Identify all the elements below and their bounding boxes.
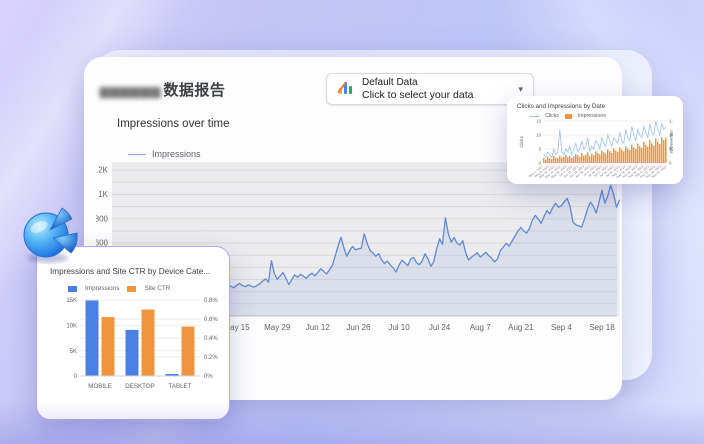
svg-text:Jun 26: Jun 26 (346, 323, 371, 332)
main-chart-legend[interactable]: Impressions (128, 149, 201, 159)
svg-text:DESKTOP: DESKTOP (125, 383, 154, 390)
legend-label: Impressions (152, 149, 201, 159)
svg-text:0.2%: 0.2% (204, 355, 218, 361)
svg-text:10K: 10K (66, 324, 77, 330)
data-source-icon (337, 79, 354, 99)
svg-text:Jul 24: Jul 24 (429, 323, 451, 332)
device-card-legend: Impressions Site CTR (68, 285, 216, 292)
svg-text:1K: 1K (98, 190, 108, 199)
page-title: ▆▆▆▆▆▆数据报告 (100, 79, 225, 100)
selector-labels: Default Data Click to select your data (362, 77, 510, 102)
data-source-selector[interactable]: Default Data Click to select your data ▾ (326, 73, 534, 105)
device-card-title: Impressions and Site CTR by Device Cate.… (50, 267, 216, 276)
svg-text:Jun 12: Jun 12 (306, 323, 331, 332)
clicks-by-date-chart[interactable]: 05101505001K1.5KClicksImpressionsMay 1, … (517, 119, 673, 186)
chevron-down-icon: ▾ (518, 84, 523, 95)
svg-text:0.6%: 0.6% (204, 317, 218, 323)
svg-text:5: 5 (539, 147, 542, 152)
svg-text:800: 800 (96, 214, 109, 223)
svg-text:0: 0 (74, 374, 78, 380)
selector-secondary-label: Click to select your data (362, 89, 473, 102)
svg-text:Sep 18: Sep 18 (589, 323, 615, 332)
clicks-impressions-card[interactable]: Clicks and Impressions by Date Clicks Im… (507, 96, 683, 184)
clicks-card-title: Clicks and Impressions by Date (517, 103, 673, 110)
svg-text:15: 15 (536, 119, 541, 124)
svg-text:Aug 7: Aug 7 (470, 323, 491, 332)
report-title-text: 数据报告 (163, 82, 225, 99)
device-category-chart[interactable]: 0% 0.2% 0.4% 0.6% 0.8% 0 5K 10K 15K MOBILE DESKTOP… (50, 296, 216, 401)
svg-text:TABLET: TABLET (169, 383, 192, 390)
svg-text:5K: 5K (70, 349, 77, 355)
device-ctr-card[interactable]: Impressions and Site CTR by Device Cate.… (36, 246, 230, 420)
legend-line-swatch (128, 154, 146, 155)
svg-text:0%: 0% (204, 374, 213, 380)
redacted-title-text: ▆▆▆▆▆▆ (100, 84, 161, 98)
selector-primary-label: Default Data (362, 77, 418, 89)
svg-text:10: 10 (536, 133, 541, 138)
pie-chart-icon (18, 200, 82, 266)
svg-text:Clicks: Clicks (519, 136, 524, 147)
svg-text:May 29: May 29 (264, 323, 291, 332)
svg-text:1.5K: 1.5K (669, 119, 673, 124)
svg-text:MOBILE: MOBILE (88, 383, 111, 390)
svg-text:Impressions: Impressions (669, 130, 673, 153)
device-impressions-label: Impressions (85, 285, 119, 292)
svg-text:1.2K: 1.2K (96, 166, 109, 175)
svg-text:0.4%: 0.4% (204, 336, 218, 342)
svg-text:15K: 15K (66, 298, 77, 304)
svg-text:0.8%: 0.8% (204, 298, 218, 304)
app-background: ▆▆▆▆▆▆数据报告 Default Data Click to select … (0, 0, 704, 444)
main-chart-title: Impressions over time (117, 118, 229, 130)
svg-text:Aug 21: Aug 21 (508, 323, 534, 332)
impressions-bar-swatch (565, 114, 572, 119)
svg-text:Sep 4: Sep 4 (551, 323, 572, 332)
svg-text:Jul 10: Jul 10 (388, 323, 410, 332)
svg-text:0: 0 (669, 161, 672, 166)
device-ctr-label: Site CTR (144, 285, 170, 292)
clicks-line-swatch (529, 116, 539, 117)
site-ctr-swatch (127, 286, 136, 292)
impressions-swatch (68, 286, 77, 292)
